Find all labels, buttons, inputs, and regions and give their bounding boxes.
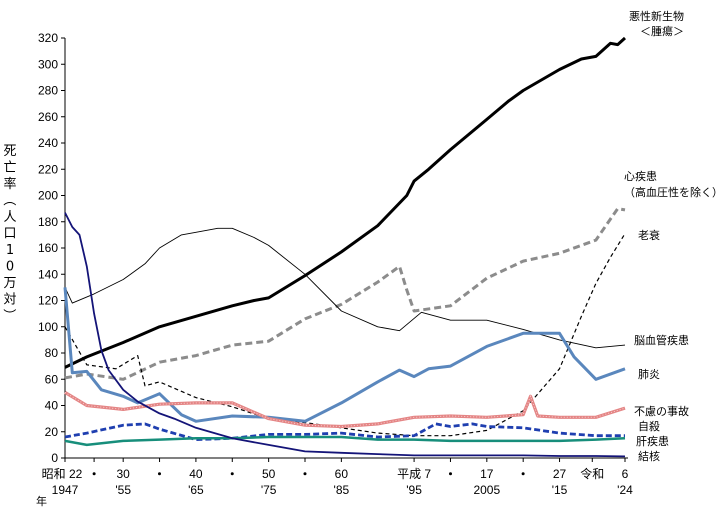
y-label-char: 万 [3, 276, 16, 291]
x-tick-year-label: 2005 [473, 483, 500, 497]
x-tick-year-label: '85 [334, 483, 350, 497]
x-tick-era-label: 17 [480, 467, 494, 481]
x-tick-era-label: 27 [553, 467, 567, 481]
y-tick-label: 0 [51, 451, 58, 465]
series-line-4 [63, 287, 626, 423]
x-axis-ticks: 昭和 22 ・ 30 ・ 40 ・ 50 ・ 60 平成 7 ・ 17 ・ 27 令和 6 1947 '55 '65… [42, 458, 633, 497]
y-label-char: 1 [6, 243, 14, 258]
x-tick-era-label: ・ [154, 467, 166, 481]
axes [64, 38, 628, 459]
y-tick-label: 60 [45, 372, 59, 386]
x-tick-era-label: ・ [88, 467, 100, 481]
series-line-3 [64, 227, 626, 349]
y-axis-ticks: 0 20 40 60 80 100 120 140 160 180 200 220 240 260 280 3… [38, 31, 65, 465]
y-tick-label: 20 [45, 425, 59, 439]
y-tick-label: 180 [38, 215, 58, 229]
series-label: 自殺 [638, 419, 660, 433]
y-label-char: （ [1, 193, 16, 206]
x-tick-era-label: ・ [299, 467, 311, 481]
x-tick-year-label: '95 [406, 483, 422, 497]
series-label: 脳血管疾患 [634, 333, 689, 347]
x-tick-era-label: 昭和 22 [42, 467, 83, 481]
x-tick-era-label: 30 [117, 467, 131, 481]
series-line-8 [64, 212, 626, 458]
series-line-texture [64, 391, 626, 428]
series-label: ＜腫瘍＞ [640, 24, 684, 38]
series-lines [63, 36, 627, 458]
x-tick-year-label: '65 [188, 483, 204, 497]
y-tick-label: 160 [38, 241, 58, 255]
y-tick-label: 320 [38, 31, 58, 45]
y-axis-label: 死亡率（ 人口1 0万対） [1, 144, 17, 322]
x-tick-era-label: 60 [335, 467, 349, 481]
y-label-char: 対 [3, 293, 16, 308]
y-tick-label: 120 [38, 294, 58, 308]
y-label-char: 率 [3, 176, 16, 192]
y-tick-label: 80 [45, 346, 59, 360]
series-label: 肝疾患 [636, 434, 669, 448]
y-label-char: ） [1, 308, 16, 321]
series-line-1 [64, 207, 626, 381]
series-label: 老衰 [638, 228, 660, 242]
x-tick-era-label: 6 [622, 467, 629, 481]
series-line-0 [64, 36, 627, 369]
y-tick-label: 300 [38, 57, 58, 71]
x-tick-era-label: 50 [262, 467, 276, 481]
y-tick-label: 260 [38, 110, 58, 124]
series-line-6 [64, 422, 625, 441]
x-tick-year-label: 1947 [52, 483, 79, 497]
y-tick-label: 200 [38, 189, 58, 203]
y-tick-label: 140 [38, 267, 58, 281]
y-tick-label: 100 [38, 320, 58, 334]
x-tick-era-label: ・ [226, 467, 238, 481]
y-label-char: 亡 [3, 161, 16, 176]
x-tick-era-label: ・ [444, 467, 456, 481]
y-tick-label: 280 [38, 84, 58, 98]
y-tick-label: 220 [38, 162, 58, 176]
y-label-char: 口 [3, 227, 16, 242]
series-line-7 [64, 435, 626, 447]
series-label: 心疾患 [624, 169, 657, 183]
series-label: 肺炎 [638, 368, 660, 381]
y-label-char: 0 [6, 260, 14, 275]
y-label-char: 人 [3, 210, 16, 225]
x-tick-era-label: 40 [189, 467, 203, 481]
y-tick-label: 240 [38, 136, 58, 150]
x-tick-year-label: '15 [552, 483, 568, 497]
x-tick-year-label: '24 [617, 483, 633, 497]
series-label: 結核 [638, 449, 660, 463]
series-label: （高血圧性を除く） [624, 185, 720, 199]
y-label-char: 死 [3, 144, 16, 159]
x-tick-year-label: '55 [115, 483, 131, 497]
x-tick-era-label: ・ [517, 467, 529, 481]
y-tick-label: 40 [45, 399, 59, 413]
series-label: 悪性新生物 [629, 9, 684, 23]
x-tick-era-label: 令和 [580, 466, 604, 481]
x-axis-unit: 年 [36, 494, 47, 508]
x-tick-year-label: '75 [261, 483, 277, 497]
series-label: 不慮の事故 [634, 404, 689, 418]
series-labels: 悪性新生物＜腫瘍＞ 心疾患 （高血圧性を除く） 老衰脳血管疾患肺炎不慮の事故自殺肝疾患… [624, 9, 720, 463]
x-tick-era-label: 平成 7 [397, 467, 431, 481]
